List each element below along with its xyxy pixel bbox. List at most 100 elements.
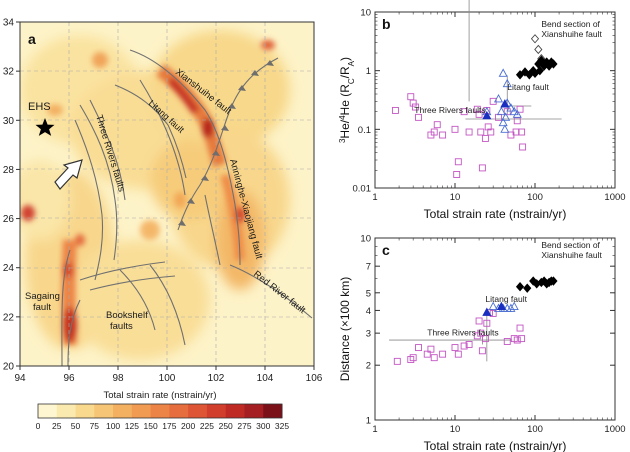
panel-b-helium-ratio: 1 10 100 1000 0.01 0.1 1 10 Bend section ofXians… — [338, 0, 626, 221]
map-y-tick-label: 26 — [3, 214, 15, 225]
map-axis-ticks: 94 96 98 100 102 104 106 20 22 24 26 28 30 32 34 — [3, 18, 323, 385]
annotation-bend-1: Bend section of — [541, 240, 600, 250]
x-tick-label: 1000 — [604, 424, 625, 435]
x-tick-label: 1 — [372, 424, 377, 435]
point-square — [481, 134, 489, 142]
colorbar-swatch — [169, 404, 189, 418]
point-diamond — [534, 44, 543, 55]
annotation-bend-2: Xianshuihe fault — [541, 250, 602, 260]
point-square — [519, 143, 527, 151]
map-x-tick-label: 104 — [257, 373, 274, 384]
point-square — [495, 113, 502, 121]
point-square — [475, 317, 483, 325]
map-x-tick-label: 106 — [306, 373, 323, 384]
point-square — [477, 128, 485, 136]
colorbar-tick-label: 325 — [275, 421, 289, 431]
colorbar-tick-label: 225 — [200, 421, 214, 431]
point-square — [391, 106, 399, 114]
y-tick-label: 1 — [366, 66, 371, 77]
point-square — [453, 171, 461, 178]
point-triangle — [493, 93, 504, 103]
x-tick-label: 100 — [527, 192, 543, 203]
point-diamond-filled — [523, 283, 532, 293]
colorbar-swatch — [75, 404, 95, 418]
point-triangle — [498, 68, 508, 77]
colorbar-swatch — [131, 404, 152, 418]
point-square — [478, 164, 486, 172]
colorbar-swatch — [94, 404, 114, 418]
map-x-tick-label: 96 — [63, 373, 75, 384]
point-square — [516, 105, 524, 113]
x-tick-label: 100 — [527, 424, 543, 435]
point-square — [430, 354, 438, 362]
y-tick-label: 1 — [366, 416, 371, 427]
plot-frame — [374, 11, 616, 189]
panel-a-letter: a — [28, 31, 36, 47]
point-diamond-filled — [515, 282, 525, 292]
ehs-star-icon — [35, 118, 55, 136]
point-diamond-filled — [535, 65, 544, 76]
point-square — [409, 354, 417, 362]
point-triangle — [496, 106, 506, 116]
map-y-tick-label: 22 — [3, 312, 15, 323]
point-triangle-filled — [482, 110, 492, 120]
panel-c-distance: 1 10 100 1000 1 2 3 4 5 7 10 Bend section ofXianshu… — [338, 234, 626, 452]
colorbar-tick-label: 125 — [125, 421, 139, 431]
point-diamond — [530, 34, 540, 44]
colorbar-tick-label: 200 — [181, 421, 195, 431]
annotation-bend-1: Bend section of — [541, 19, 600, 29]
point-triangle — [498, 117, 508, 127]
panel-letter: c — [382, 242, 390, 258]
point-triangle-filled — [500, 99, 510, 108]
point-triangle — [509, 301, 519, 311]
point-square — [439, 350, 447, 358]
point-square — [465, 128, 473, 136]
point-square — [516, 324, 524, 332]
point-triangle — [509, 106, 519, 116]
point-triangle — [488, 301, 498, 311]
colorbar-swatch — [38, 404, 58, 418]
x-tick-label: 10 — [450, 424, 461, 435]
y-tick-label: 3 — [366, 329, 371, 340]
colorbar-tick-label: 50 — [71, 421, 81, 431]
point-square — [483, 319, 491, 327]
colorbar-swatch — [263, 404, 283, 418]
point-triangle — [512, 109, 522, 118]
point-square — [415, 344, 422, 352]
y-tick-label: 4 — [366, 306, 371, 317]
point-triangle-filled — [482, 307, 492, 316]
colorbar-swatch — [188, 404, 208, 418]
point-square — [518, 335, 526, 343]
y-tick-label: 2 — [366, 361, 371, 372]
point-square — [407, 93, 415, 101]
motion-arrow-icon — [54, 159, 83, 190]
point-square — [393, 357, 401, 365]
point-triangle — [501, 112, 511, 121]
map-y-tick-label: 24 — [3, 263, 15, 274]
y-tick-label: 10 — [360, 234, 371, 245]
colorbar: 0 25 50 75 100 125 150 175 200 225 250 275 300 325 Tot… — [36, 390, 290, 431]
point-square — [439, 131, 447, 139]
point-square — [489, 309, 497, 317]
point-square — [503, 108, 511, 116]
x-axis-label: Total strain rate (nstrain/yr) — [424, 207, 567, 221]
point-square — [503, 338, 511, 345]
point-square — [430, 128, 438, 136]
annotation-bend-2: Xianshuihe fault — [541, 29, 602, 39]
point-square — [478, 347, 486, 355]
label-sagaing-2: fault — [33, 302, 51, 313]
y-tick-label: 7 — [366, 262, 371, 273]
colorbar-tick-label: 150 — [144, 421, 158, 431]
y-tick-label: 10 — [360, 8, 371, 19]
annotation-litang: Litang fault — [485, 294, 527, 304]
colorbar-swatch — [56, 404, 77, 418]
plot-frame — [374, 237, 616, 421]
point-square — [454, 158, 462, 166]
point-square — [475, 110, 483, 118]
point-square — [489, 97, 497, 105]
map-y-tick-label: 20 — [3, 362, 15, 373]
point-triangle — [506, 303, 516, 312]
point-diamond-filled — [549, 59, 558, 69]
